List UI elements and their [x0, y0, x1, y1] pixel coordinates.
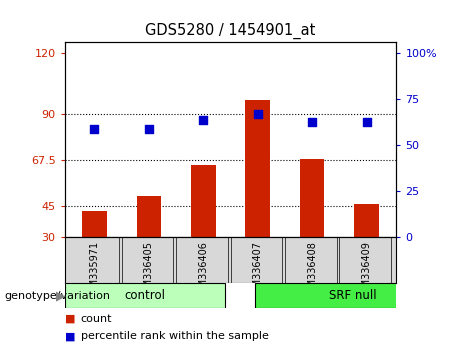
Text: ▶: ▶ — [56, 289, 65, 302]
Text: count: count — [81, 314, 112, 324]
Point — [363, 120, 370, 125]
Text: SRF null: SRF null — [329, 289, 377, 302]
Text: genotype/variation: genotype/variation — [5, 291, 111, 301]
Point — [200, 118, 207, 123]
Bar — [245, 100, 270, 237]
Bar — [191, 165, 216, 237]
Text: GDS5280 / 1454901_at: GDS5280 / 1454901_at — [145, 23, 316, 39]
Text: GSM335971: GSM335971 — [89, 241, 100, 300]
Text: GSM336407: GSM336407 — [253, 241, 263, 300]
Point — [145, 126, 153, 131]
Text: percentile rank within the sample: percentile rank within the sample — [81, 331, 269, 341]
Text: ■: ■ — [65, 314, 75, 324]
Text: GSM336406: GSM336406 — [198, 241, 208, 300]
Text: ■: ■ — [65, 331, 75, 341]
Bar — [355, 204, 379, 237]
Text: GSM336408: GSM336408 — [307, 241, 317, 300]
Text: GSM336409: GSM336409 — [361, 241, 372, 300]
Text: control: control — [124, 289, 165, 302]
Point — [308, 120, 316, 125]
Bar — [300, 159, 325, 237]
Text: GSM336405: GSM336405 — [144, 241, 154, 300]
Point — [91, 126, 98, 131]
Point — [254, 112, 261, 117]
Bar — [255, 283, 451, 308]
Bar — [82, 211, 106, 237]
Bar — [136, 196, 161, 237]
Bar — [65, 283, 225, 308]
